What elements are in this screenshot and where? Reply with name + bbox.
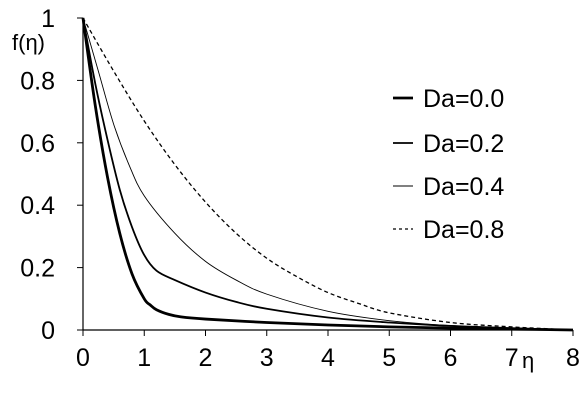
x-tick-label: 4 xyxy=(321,344,335,372)
x-tick-label: 2 xyxy=(199,344,213,372)
x-tick-label: 0 xyxy=(76,344,90,372)
legend-label-2: Da=0.4 xyxy=(423,173,504,201)
x-tick-label: 6 xyxy=(444,344,458,372)
x-tick-label: 7 xyxy=(505,344,519,372)
series-line-1 xyxy=(82,17,574,331)
x-axis-label: η xyxy=(522,348,534,373)
legend: Da=0.0 Da=0.2 Da=0.4 Da=0.8 xyxy=(393,85,504,244)
y-tick-label: 0 xyxy=(41,317,55,345)
series-line-3 xyxy=(82,17,574,331)
x-tick-label: 5 xyxy=(382,344,396,372)
axes: 0 1 2 3 4 5 6 7 8 0 0.2 0.4 0.6 0.8 1 xyxy=(20,5,580,372)
x-tick-label: 3 xyxy=(260,344,274,372)
y-tick-label: 0.2 xyxy=(20,255,55,283)
y-tick-label: 1 xyxy=(41,5,55,33)
y-tick-label: 0.4 xyxy=(20,192,55,220)
legend-label-0: Da=0.0 xyxy=(423,85,504,113)
y-tick-label: 0.8 xyxy=(20,67,55,95)
series-line-0 xyxy=(81,17,574,332)
series-group xyxy=(81,17,574,332)
x-tick-label: 8 xyxy=(566,344,580,372)
legend-label-1: Da=0.2 xyxy=(423,130,504,158)
y-axis-label: f(η) xyxy=(12,30,45,55)
y-tick-label: 0.6 xyxy=(20,130,55,158)
legend-label-3: Da=0.8 xyxy=(423,216,504,244)
x-tick-label: 1 xyxy=(137,344,151,372)
series-line-2 xyxy=(82,17,574,331)
